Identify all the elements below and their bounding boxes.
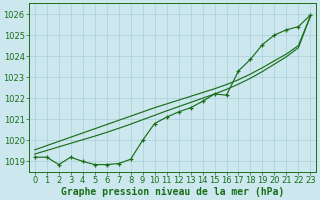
X-axis label: Graphe pression niveau de la mer (hPa): Graphe pression niveau de la mer (hPa) [61,186,284,197]
